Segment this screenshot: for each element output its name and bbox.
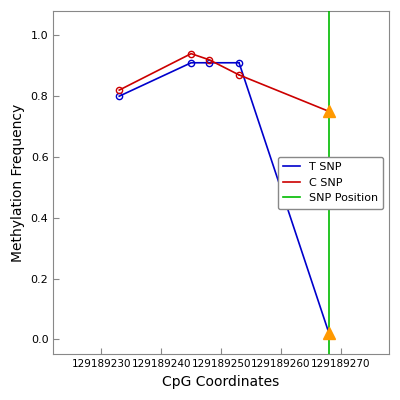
Legend: T SNP, C SNP, SNP Position: T SNP, C SNP, SNP Position	[278, 157, 383, 209]
X-axis label: CpG Coordinates: CpG Coordinates	[162, 375, 280, 389]
Y-axis label: Methylation Frequency: Methylation Frequency	[11, 104, 25, 262]
